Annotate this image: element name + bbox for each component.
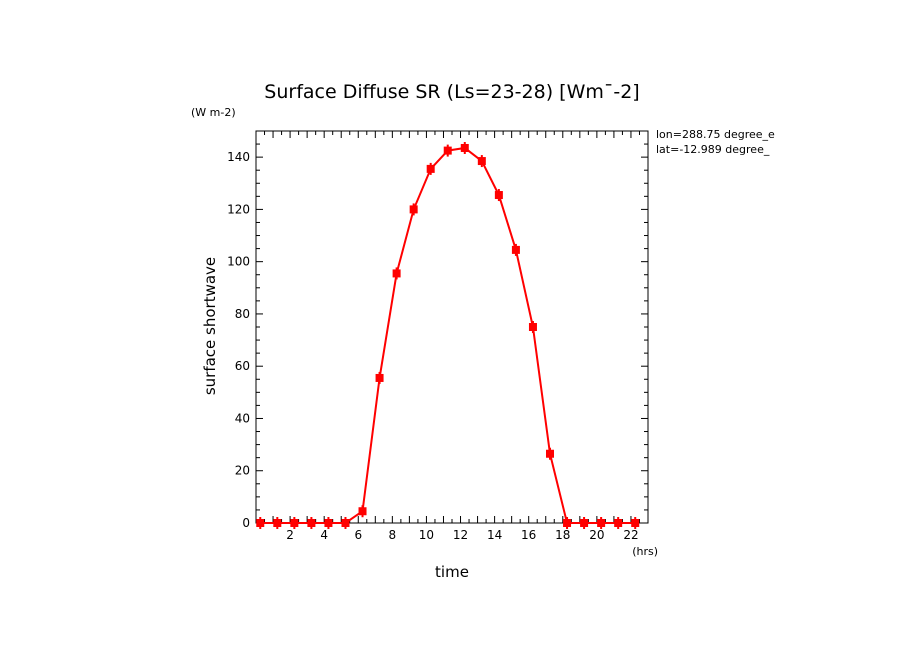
x-tick-label: 20 <box>589 528 604 542</box>
data-point <box>273 517 282 529</box>
annotation-lat: lat=-12.989 degree_ <box>656 143 770 156</box>
axes: 2 4 6 8 10 12 14 16 18 20 22 0 20 40 60 80 100 120 140 <box>227 130 649 542</box>
x-tick-label: 10 <box>419 528 434 542</box>
data-point <box>477 155 486 168</box>
y-tick-label: 80 <box>235 307 250 321</box>
units-label: (W m-2) <box>191 106 236 119</box>
data-point <box>528 321 537 333</box>
y-tick-label: 20 <box>235 464 250 478</box>
y-tick-label: 60 <box>235 359 250 373</box>
data-point <box>563 517 572 529</box>
data-point <box>511 243 520 256</box>
x-tick-label: 12 <box>453 528 468 542</box>
data-point <box>597 517 606 529</box>
y-tick-label: 100 <box>227 255 250 269</box>
x-axis-label: time <box>435 563 469 581</box>
plot-frame <box>255 130 649 524</box>
data-point <box>494 189 503 202</box>
x-tick-label: 22 <box>623 528 638 542</box>
x-tick-label: 16 <box>521 528 536 542</box>
data-point <box>443 144 452 157</box>
data-point <box>392 267 401 280</box>
x-tick-label: 4 <box>320 528 328 542</box>
data-point <box>341 517 350 529</box>
y-tick-label: 120 <box>227 202 250 216</box>
data-point <box>426 162 435 175</box>
y-tick-label: 140 <box>227 150 250 164</box>
data-point <box>631 517 640 529</box>
data-point <box>375 371 384 384</box>
x-tick-label: 6 <box>354 528 362 542</box>
data-point <box>460 141 469 154</box>
data-point <box>358 505 367 518</box>
x-tick-label: 2 <box>286 528 294 542</box>
series-group <box>256 141 640 529</box>
data-point <box>614 517 623 529</box>
data-point <box>409 203 418 216</box>
y-tick-label: 40 <box>235 411 250 425</box>
annotation-lon: lon=288.75 degree_e <box>656 128 775 141</box>
x-units-label: (hrs) <box>632 545 658 558</box>
y-tick-label: 0 <box>242 516 250 530</box>
series-line <box>260 146 636 524</box>
x-tick-label: 8 <box>389 528 397 542</box>
data-point <box>307 517 316 529</box>
chart-title: Surface Diffuse SR (Ls=23-28) [Wm¯-2] <box>264 81 639 103</box>
data-point <box>546 447 554 460</box>
y-axis-label: surface shortwave <box>201 257 219 395</box>
data-point <box>290 517 299 529</box>
x-tick-label: 18 <box>555 528 570 542</box>
data-point <box>256 517 265 529</box>
x-tick-label: 14 <box>487 528 502 542</box>
data-point <box>580 517 589 529</box>
data-point <box>324 517 333 529</box>
